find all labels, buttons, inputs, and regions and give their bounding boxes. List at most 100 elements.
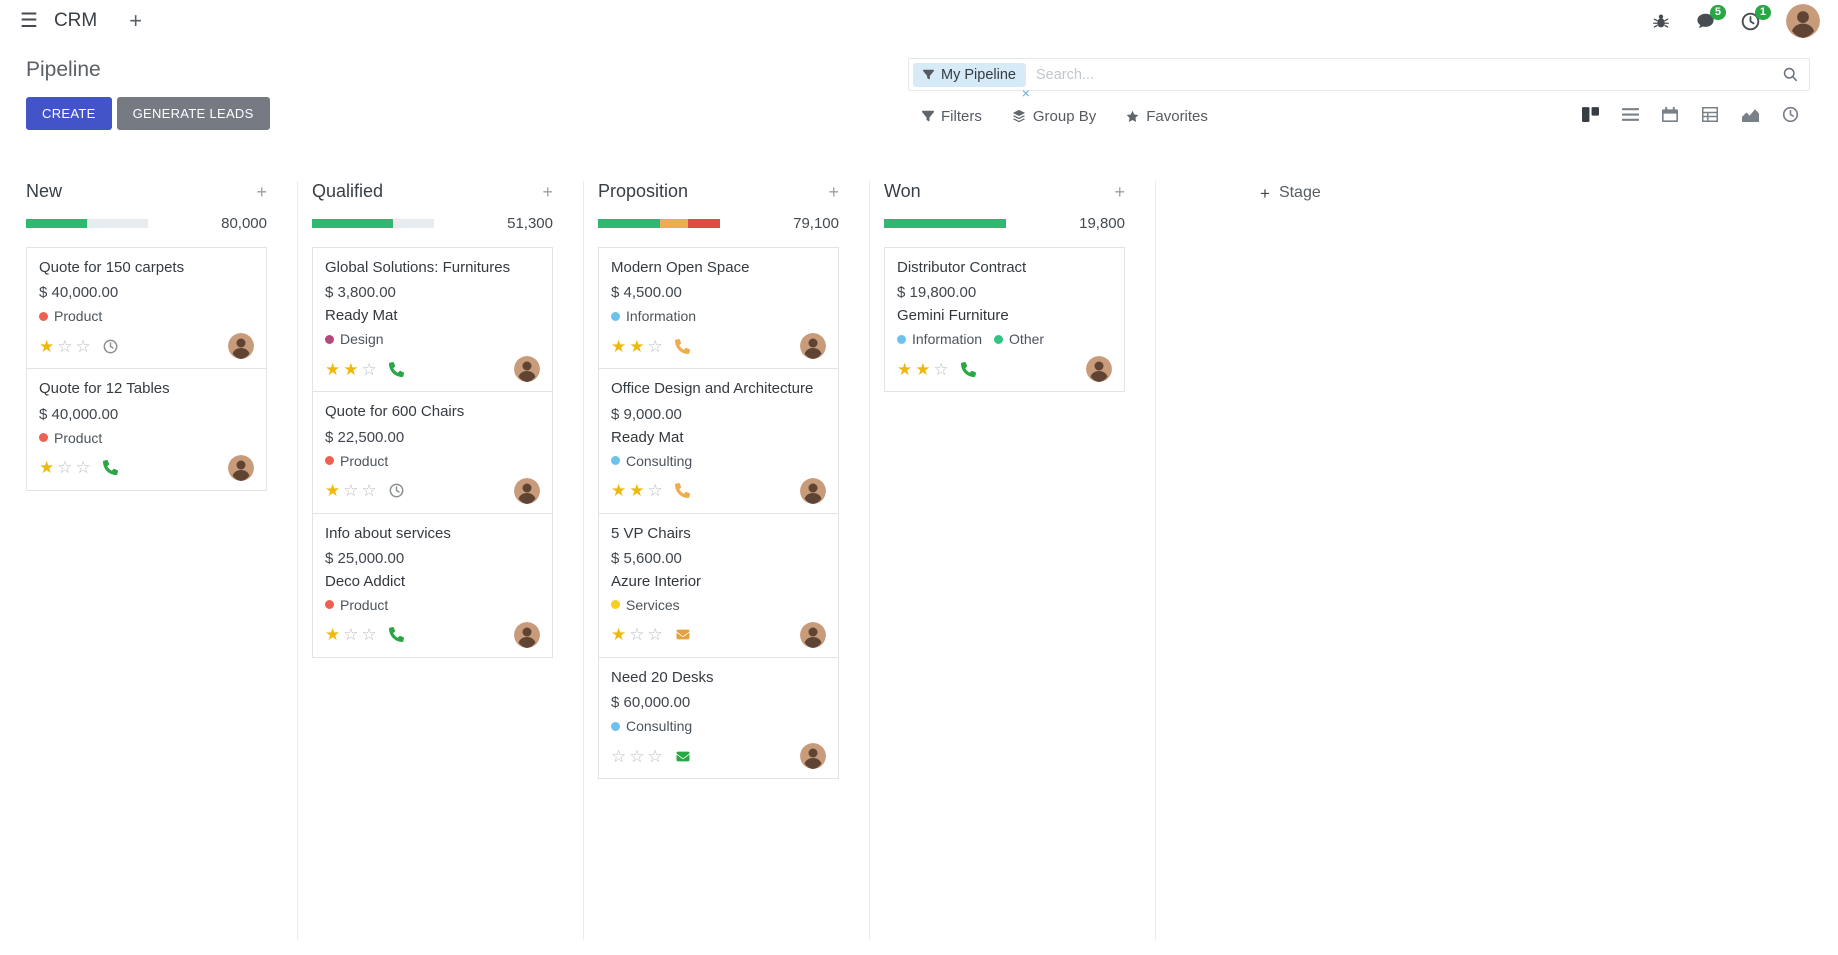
column-progressbar[interactable]	[26, 219, 148, 228]
priority-stars[interactable]: ★ ☆ ☆	[39, 459, 91, 476]
star-filled-icon[interactable]: ★	[39, 336, 55, 356]
kanban-card[interactable]: Modern Open Space $ 4,500.00 Information ★ ★…	[598, 247, 839, 370]
generate-leads-button[interactable]: GENERATE LEADS	[116, 97, 270, 130]
mail-activity-icon[interactable]	[675, 628, 691, 641]
phone-activity-icon[interactable]	[674, 338, 690, 354]
star-filled-icon[interactable]: ★	[629, 481, 645, 500]
star-filled-icon[interactable]: ★	[611, 481, 627, 500]
star-filled-icon[interactable]: ★	[611, 336, 627, 356]
star-empty-icon[interactable]: ☆	[343, 625, 359, 645]
view-calendar-button[interactable]	[1650, 101, 1690, 131]
phone-activity-icon[interactable]	[388, 627, 404, 643]
star-empty-icon[interactable]: ☆	[611, 746, 627, 766]
star-empty-icon[interactable]: ☆	[933, 359, 949, 379]
kanban-card[interactable]: Quote for 600 Chairs $ 22,500.00 Product ★ ☆…	[312, 391, 553, 514]
facet-remove-icon[interactable]: ×	[1021, 84, 1030, 101]
star-filled-icon[interactable]: ★	[611, 625, 627, 645]
kanban-card[interactable]: Office Design and Architecture $ 9,000.00…	[598, 368, 839, 514]
priority-stars[interactable]: ★ ★ ☆	[611, 338, 663, 355]
apps-menu-icon[interactable]: ☰	[14, 7, 44, 35]
clock-activity-icon[interactable]	[389, 483, 404, 498]
kanban-card[interactable]: Distributor Contract $ 19,800.00 Gemini Fu…	[884, 247, 1125, 393]
priority-stars[interactable]: ★ ☆ ☆	[325, 626, 377, 643]
star-empty-icon[interactable]: ☆	[75, 336, 91, 356]
priority-stars[interactable]: ★ ★ ☆	[611, 482, 663, 499]
priority-stars[interactable]: ★ ★ ☆	[897, 361, 949, 378]
view-list-button[interactable]	[1610, 101, 1650, 131]
kanban-card[interactable]: Info about services $ 25,000.00 Deco Addic…	[312, 512, 553, 658]
star-empty-icon[interactable]: ☆	[361, 481, 377, 500]
column-progressbar[interactable]	[884, 219, 1006, 228]
star-empty-icon[interactable]: ☆	[75, 458, 91, 477]
calendar-view-icon	[1662, 107, 1678, 125]
kanban-card[interactable]: Global Solutions: Furnitures $ 3,800.00 Re…	[312, 247, 553, 393]
star-filled-icon[interactable]: ★	[343, 359, 359, 379]
priority-stars[interactable]: ★ ☆ ☆	[325, 482, 377, 499]
column-progressbar[interactable]	[312, 219, 434, 228]
debug-bug-icon[interactable]	[1652, 12, 1670, 30]
priority-stars[interactable]: ☆ ☆ ☆	[611, 748, 663, 765]
search-icon[interactable]	[1782, 66, 1799, 83]
kanban-card[interactable]: Quote for 150 carpets $ 40,000.00 Product ★…	[26, 247, 267, 370]
star-filled-icon[interactable]: ★	[915, 359, 931, 379]
mail-activity-icon[interactable]	[675, 750, 691, 763]
add-record-button[interactable]: +	[828, 181, 839, 202]
view-graph-button[interactable]	[1730, 101, 1770, 131]
search-bar[interactable]: My Pipeline ×	[908, 58, 1810, 100]
star-empty-icon[interactable]: ☆	[361, 625, 377, 645]
tag-label: Information	[626, 308, 697, 325]
star-empty-icon[interactable]: ☆	[629, 746, 645, 766]
star-empty-icon[interactable]: ☆	[647, 481, 663, 500]
view-kanban-button[interactable]	[1570, 101, 1610, 131]
favorites-menu[interactable]: Favorites	[1126, 108, 1208, 125]
view-pivot-button[interactable]	[1690, 101, 1730, 131]
star-filled-icon[interactable]: ★	[897, 359, 913, 379]
view-activity-button[interactable]	[1770, 101, 1810, 131]
star-empty-icon[interactable]: ☆	[647, 746, 663, 766]
user-avatar[interactable]	[1786, 4, 1820, 38]
star-filled-icon[interactable]: ★	[325, 481, 341, 500]
tag-label: Design	[340, 331, 384, 348]
phone-activity-icon[interactable]	[960, 361, 976, 377]
column-header: Qualified +	[312, 181, 553, 202]
group-by-menu[interactable]: Group By	[1012, 108, 1096, 125]
priority-stars[interactable]: ★ ☆ ☆	[39, 338, 91, 355]
clock-activity-icon[interactable]	[103, 339, 118, 354]
phone-activity-icon[interactable]	[674, 483, 690, 498]
activities-clock-icon[interactable]: 1	[1741, 4, 1771, 31]
navbar-plus-icon[interactable]: +	[123, 8, 148, 34]
add-record-button[interactable]: +	[542, 181, 553, 202]
star-empty-icon[interactable]: ☆	[343, 481, 359, 500]
search-facet-my-pipeline[interactable]: My Pipeline ×	[913, 62, 1030, 100]
priority-stars[interactable]: ★ ★ ☆	[325, 361, 377, 378]
star-empty-icon[interactable]: ☆	[647, 625, 663, 645]
priority-stars[interactable]: ★ ☆ ☆	[611, 626, 663, 643]
phone-activity-icon[interactable]	[102, 460, 118, 475]
phone-activity-icon[interactable]	[388, 361, 404, 377]
search-input[interactable]	[1035, 66, 1782, 83]
create-button[interactable]: CREATE	[26, 97, 112, 130]
column-progressbar[interactable]	[598, 219, 720, 228]
filters-menu[interactable]: Filters	[922, 108, 982, 125]
kanban-card[interactable]: Need 20 Desks $ 60,000.00 Consulting ☆ ☆ ☆	[598, 656, 839, 779]
star-filled-icon[interactable]: ★	[629, 336, 645, 356]
star-filled-icon[interactable]: ★	[325, 625, 341, 645]
app-name: CRM	[53, 10, 98, 31]
add-record-button[interactable]: +	[1114, 181, 1125, 202]
star-empty-icon[interactable]: ☆	[57, 458, 73, 477]
add-stage-button[interactable]: + Stage	[1260, 184, 1321, 202]
column-cards: Quote for 150 carpets $ 40,000.00 Product ★…	[26, 247, 267, 491]
star-empty-icon[interactable]: ☆	[57, 336, 73, 356]
card-footer: ☆ ☆ ☆	[611, 743, 826, 769]
kanban-card[interactable]: Quote for 12 Tables $ 40,000.00 Product ★ ☆ ☆	[26, 368, 267, 491]
add-record-button[interactable]: +	[256, 181, 267, 202]
star-empty-icon[interactable]: ☆	[629, 625, 645, 645]
star-filled-icon[interactable]: ★	[39, 458, 55, 477]
kanban-card[interactable]: 5 VP Chairs $ 5,600.00 Azure Interior Servi…	[598, 512, 839, 658]
star-empty-icon[interactable]: ☆	[647, 336, 663, 356]
star-filled-icon[interactable]: ★	[325, 359, 341, 379]
kanban-view-icon	[1581, 107, 1599, 125]
messages-icon[interactable]: 5	[1696, 5, 1726, 30]
column-cards: Distributor Contract $ 19,800.00 Gemini Fu…	[884, 247, 1125, 393]
star-empty-icon[interactable]: ☆	[361, 359, 377, 379]
